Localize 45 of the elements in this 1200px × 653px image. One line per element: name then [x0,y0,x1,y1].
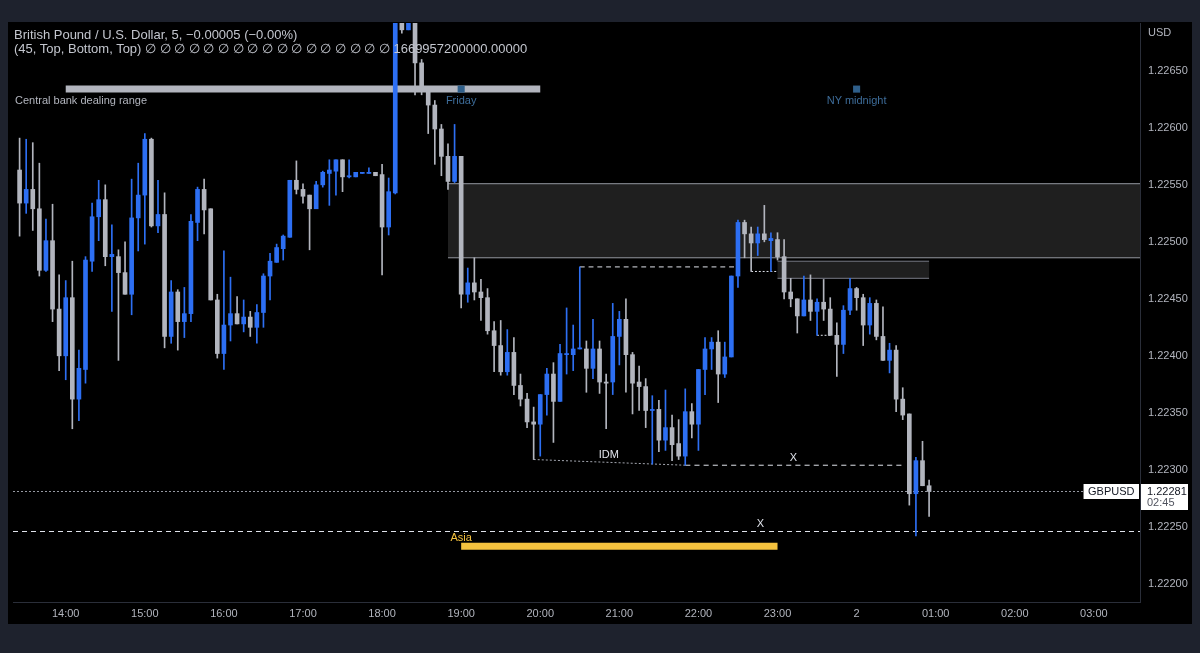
x-tick-label: 02:00 [1001,606,1029,619]
y-tick-label: 1.22550 [1148,177,1188,190]
annotation: Friday [445,94,477,107]
series-label: Central bank dealing range [15,94,148,107]
ref-line-label: GBPUSD [1088,484,1135,497]
candlestick [788,277,794,308]
y-tick-label: 1.22500 [1148,234,1188,247]
x-tick-label: 17:00 [289,606,317,619]
y-tick-label: 1.22600 [1148,120,1188,133]
x-tick-label: 2 [853,606,860,619]
y-tick-label: 1.22450 [1148,291,1188,304]
x-tick-label: 20:00 [526,606,555,619]
annotation: X [756,516,765,529]
annotation: X [789,450,798,463]
candlestick [926,479,932,517]
y-tick-label: 1.22200 [1148,576,1188,589]
annotation: IDM [598,448,619,461]
x-tick-label: 01:00 [921,606,950,619]
candlestick [570,324,576,371]
y-tick-label: 1.22250 [1148,519,1188,532]
chart-title: British Pound / U.S. Dollar, 5, −0.00005 (−0.00%) [14,27,298,42]
y-tick-label: 1.22650 [1148,63,1188,76]
x-tick-label: 14:00 [51,606,80,619]
x-tick-label: 15:00 [131,606,159,619]
x-tick-label: 23:00 [763,606,792,619]
candlestick [649,395,655,465]
text: 02:45 [1147,495,1175,508]
y-tick-label: 1.22350 [1148,405,1188,418]
candlestick [346,159,352,179]
x-tick-label: 22:00 [684,606,713,619]
y-axis-title: USD [1148,26,1172,39]
x-tick-label: 21:00 [605,606,634,619]
y-tick-label: 1.22300 [1148,462,1188,475]
annotation: NY midnight [826,94,887,107]
y-tick-label: 1.22400 [1148,348,1188,361]
text: 1.22281 [1147,484,1187,497]
candlestick [30,142,36,231]
candlestick [23,138,29,214]
x-tick-label: 18:00 [368,606,396,619]
x-tick-label: 19:00 [447,606,475,619]
x-tick-label: 03:00 [1080,606,1108,619]
candlestick [366,167,372,174]
series-label: Asia [450,530,473,543]
x-tick-label: 16:00 [210,606,238,619]
candlestick [241,299,246,333]
